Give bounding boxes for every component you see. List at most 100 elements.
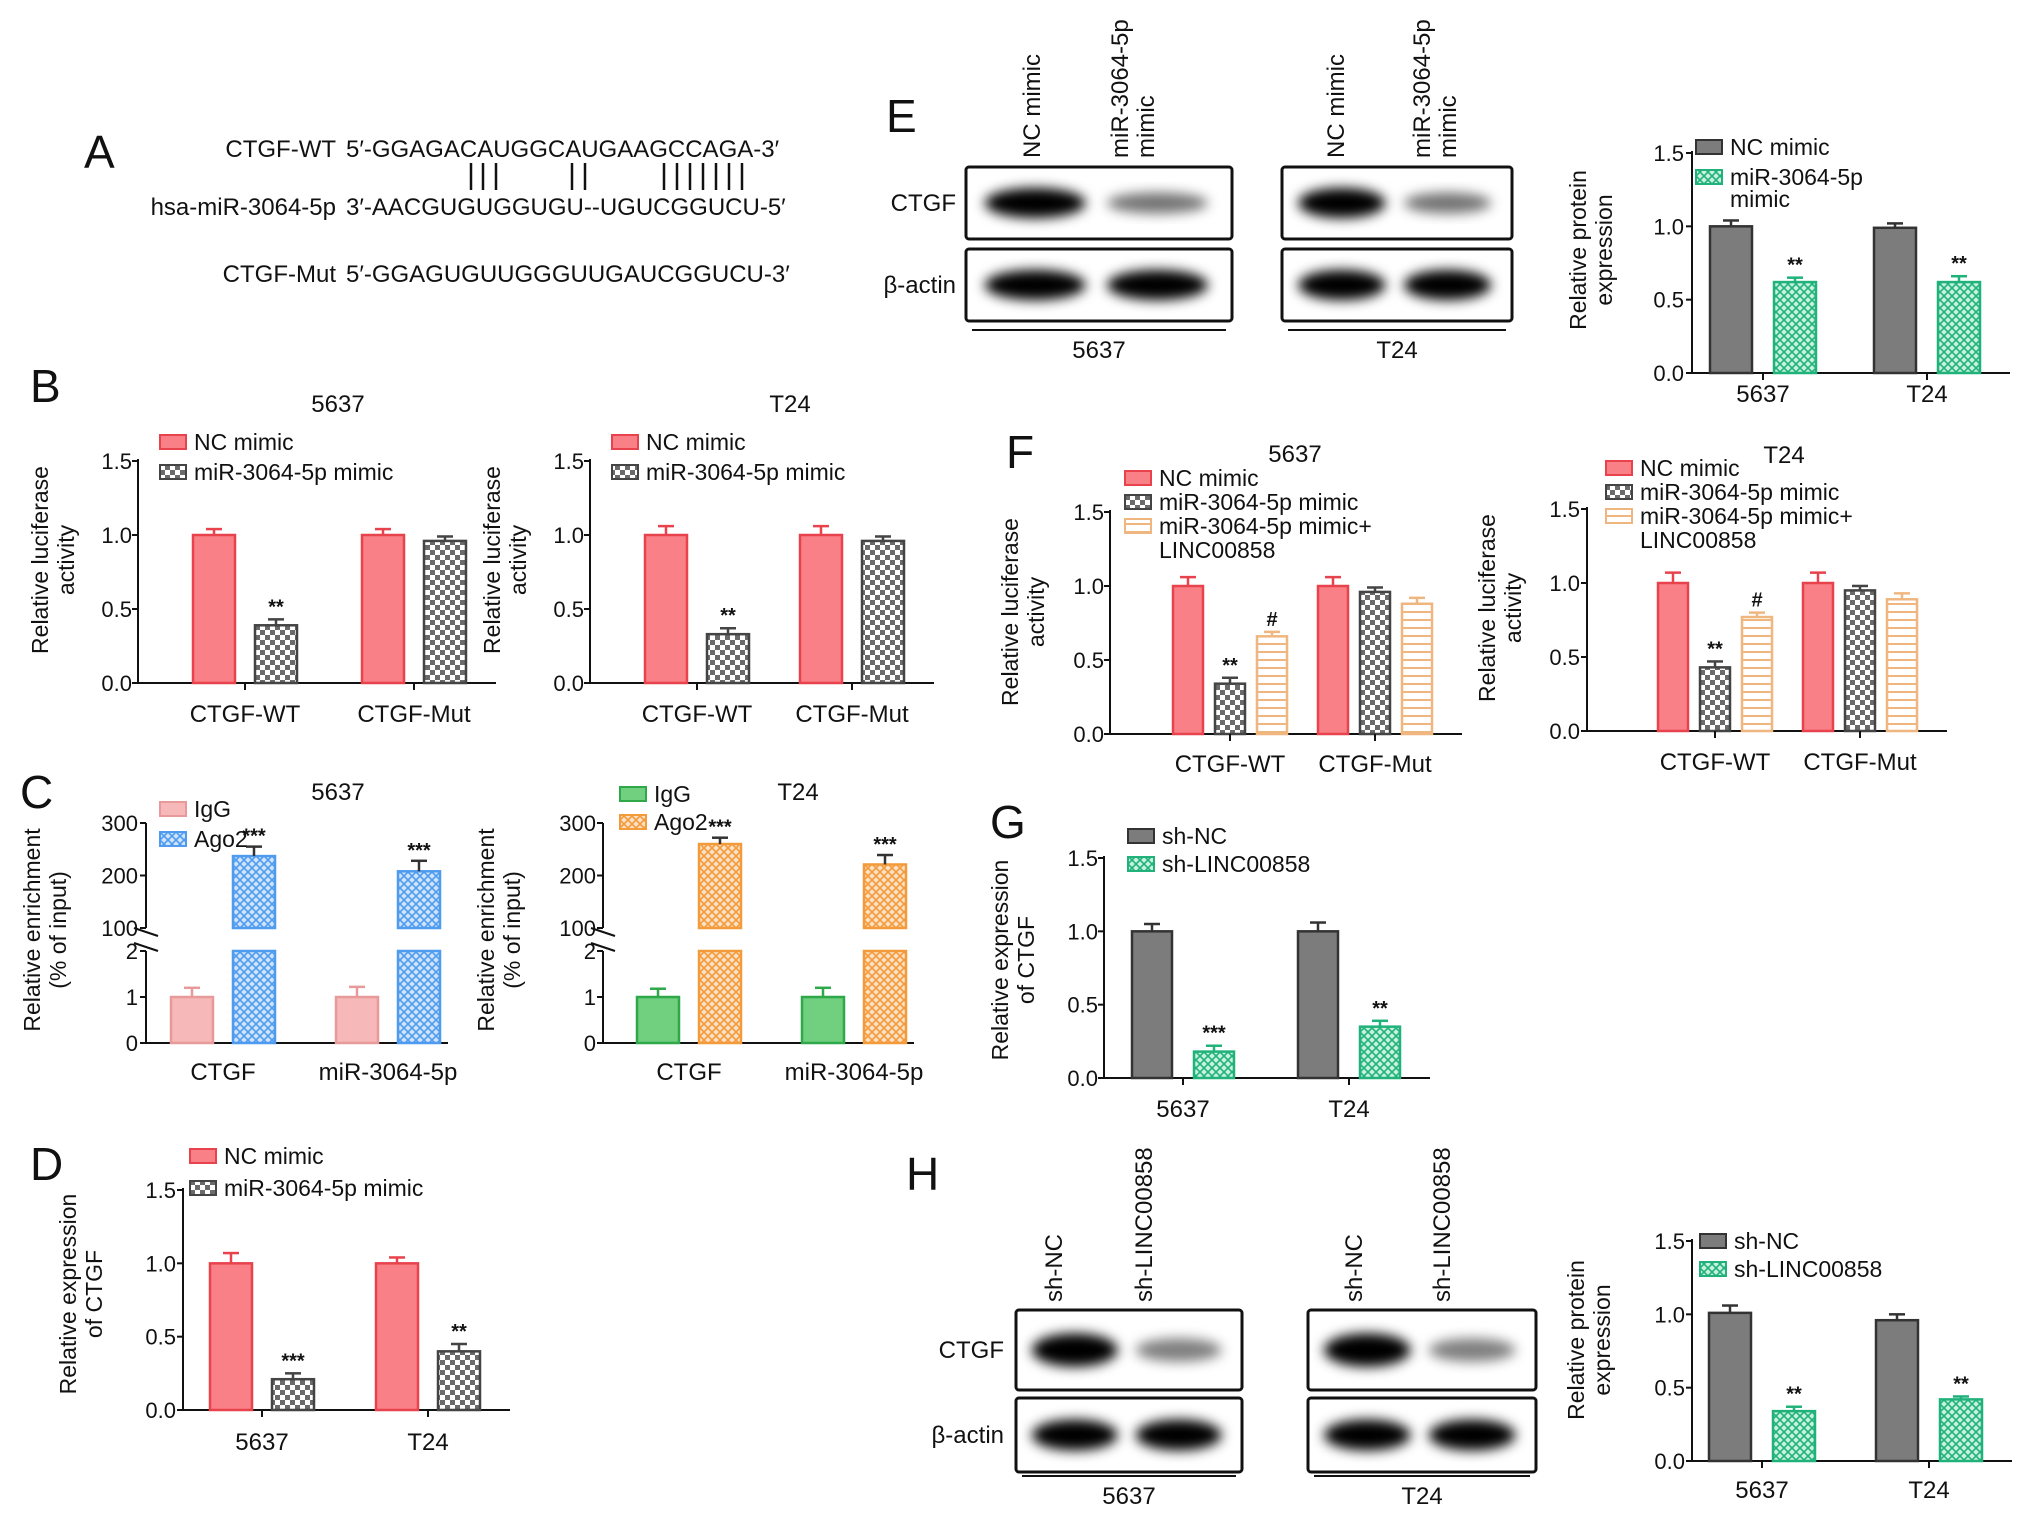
bar: [208, 1262, 254, 1412]
category-label: CTGF-WT: [1660, 749, 1771, 776]
y-tick-label: 300: [559, 811, 596, 836]
y-tick-label: 200: [101, 864, 138, 889]
bar-lower-part: [231, 949, 277, 1045]
category-label: T24: [1328, 1096, 1369, 1123]
bar: [1885, 598, 1919, 733]
bar: [1656, 581, 1690, 733]
panel-letter-g: G: [990, 796, 1026, 848]
significance-mark: **: [1707, 638, 1723, 660]
significance-mark: ***: [242, 826, 266, 848]
legend-label: NC mimic: [646, 429, 746, 455]
protein-band: [1135, 1338, 1222, 1362]
panel-letter-b: B: [30, 360, 61, 412]
bar: [436, 1350, 482, 1412]
significance-mark: ***: [407, 840, 431, 862]
legend-label: sh-LINC00858: [1162, 851, 1310, 877]
chart-d: 0.0 0.5 1.0 1.5 Relative expressionof CTGF **…: [55, 1143, 510, 1456]
seq-ctgf-wt: 5′-GGAGACAUGGCAUGAAGCCAGA-3′: [346, 136, 780, 163]
y-tick-label: 1.0: [101, 523, 132, 548]
protein-band: [1428, 1338, 1516, 1362]
y-tick-label: 200: [559, 864, 596, 889]
y-tick-label: 0.0: [1653, 361, 1684, 386]
y-axis-label: Relative luciferaseactivity: [1474, 514, 1526, 702]
category-label: CTGF-WT: [1175, 751, 1286, 778]
category-label: 5637: [1735, 1477, 1788, 1504]
category-label: CTGF-WT: [642, 701, 753, 728]
bar: [1698, 666, 1732, 733]
category-label: miR-3064-5p: [785, 1059, 924, 1086]
significance-mark: #: [1751, 590, 1762, 612]
y-tick-label: 1.0: [1653, 214, 1684, 239]
blot-frame: [1306, 1308, 1538, 1392]
y-tick-label: 1.0: [1073, 574, 1104, 599]
legend-swatch: [1605, 484, 1633, 500]
chart-e: 0.0 0.5 1.0 1.5 Relative proteinexpression **…: [1565, 134, 2010, 408]
axis-break: [133, 927, 159, 937]
legend-swatch: [1605, 508, 1633, 524]
y-tick-label: 0: [584, 1031, 596, 1056]
y-tick-label: 0.5: [145, 1325, 176, 1350]
legend-swatch: [1124, 470, 1152, 486]
bar: [860, 539, 906, 685]
bar: [334, 995, 380, 1045]
lane-label: sh-NC: [1041, 1234, 1068, 1302]
bar: [1255, 635, 1289, 736]
y-tick-label: 100: [101, 916, 138, 941]
bar-upper-part: [231, 854, 277, 930]
cell-line-label: 5637: [1072, 337, 1125, 364]
y-axis-label: Relative proteinexpression: [1563, 1260, 1615, 1420]
protein-band: [1323, 1419, 1411, 1451]
legend-swatch: [159, 464, 187, 480]
chart-b-t24: 0.0 0.5 1.0 1.5 Relative luciferaseactivity T…: [479, 391, 934, 728]
legend-swatch: [1695, 169, 1723, 185]
protein-label: β-actin: [932, 1422, 1005, 1449]
protein-band: [1403, 269, 1492, 301]
panel-a-alignment: CTGF-WT 5′-GGAGACAUGGCAUGAAGCCAGA-3′ hsa…: [151, 136, 791, 288]
significance-mark: **: [1787, 255, 1803, 277]
chart-title: T24: [769, 391, 810, 418]
bar: [1843, 589, 1877, 733]
bar: [1874, 1318, 1920, 1463]
blot-frame: [964, 165, 1234, 241]
cell-line-label: T24: [1376, 337, 1417, 364]
blot-frame: [1280, 165, 1514, 241]
legend-label: miR-3064-5p mimic: [646, 459, 845, 485]
protein-band: [1403, 192, 1492, 214]
legend-label: NC mimic: [1159, 465, 1259, 491]
bar: [1296, 930, 1340, 1080]
significance-mark: **: [268, 596, 284, 618]
bar: [635, 995, 681, 1045]
legend-swatch: [159, 831, 187, 847]
bar: [1936, 280, 1982, 375]
legend-label: NC mimic: [224, 1143, 324, 1169]
y-axis-label: Relative luciferaseactivity: [997, 518, 1049, 706]
axis-break: [133, 942, 159, 952]
panel-letter-a: A: [84, 126, 115, 178]
protein-band: [1298, 187, 1386, 219]
legend-label: miR-3064-5p mimic+ LINC00858: [1159, 513, 1372, 563]
legend-label: miR-3064-5p mimic: [1730, 164, 1863, 212]
seq-ctgf-mut: 5′-GGAGUGUUGGGUUGAUCGGUCU-3′: [346, 261, 790, 288]
y-tick-label: 0.5: [1549, 645, 1580, 670]
y-tick-label: 0.5: [101, 597, 132, 622]
legend-label: IgG: [654, 781, 691, 807]
protein-band: [1031, 1419, 1118, 1451]
y-axis-label: Relative proteinexpression: [1565, 170, 1617, 330]
bar-lower-part: [697, 949, 743, 1045]
significance-mark: ***: [873, 834, 897, 856]
protein-band: [984, 187, 1086, 219]
lane-label: NC mimic: [1323, 54, 1350, 158]
bar: [1358, 590, 1392, 736]
chart-b-5637: 0.0 0.5 1.0 1.5 Relative luciferaseactivity 5…: [27, 391, 496, 728]
western-blot-h: 5637 T24 CTGF β-actin sh-NC sh-LINC00858 sh-NC…: [932, 1147, 1538, 1510]
legend-swatch: [189, 1180, 217, 1196]
y-tick-label: 1.5: [1654, 1229, 1685, 1254]
significance-mark: #: [1266, 609, 1277, 631]
bar-lower-part: [396, 949, 442, 1045]
bar: [1772, 280, 1818, 375]
legend-swatch: [1124, 518, 1152, 534]
y-tick-label: 1.5: [1073, 500, 1104, 525]
legend-swatch: [1124, 494, 1152, 510]
protein-band: [1323, 1333, 1411, 1367]
